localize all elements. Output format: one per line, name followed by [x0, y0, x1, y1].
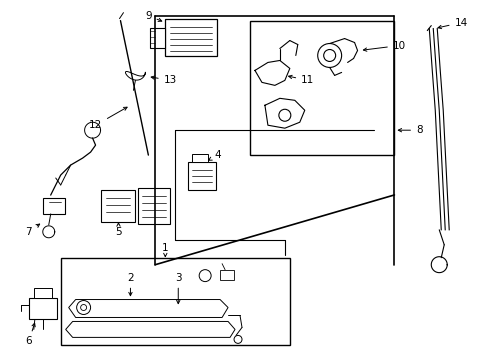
- Text: 14: 14: [437, 18, 467, 29]
- Text: 8: 8: [397, 125, 422, 135]
- Bar: [249, 21, 394, 155]
- Bar: [29, 298, 57, 319]
- Bar: [220, 270, 234, 280]
- Text: 1: 1: [162, 243, 168, 257]
- Text: 7: 7: [25, 224, 40, 237]
- Text: 2: 2: [127, 273, 134, 296]
- Bar: [188, 162, 216, 190]
- Text: 3: 3: [175, 273, 181, 303]
- Text: 13: 13: [151, 75, 177, 85]
- Bar: [192, 154, 208, 162]
- Circle shape: [323, 50, 335, 62]
- Text: 10: 10: [363, 41, 405, 51]
- Circle shape: [81, 305, 86, 310]
- Bar: [138, 188, 170, 224]
- Text: 12: 12: [89, 107, 127, 130]
- Bar: [42, 198, 64, 214]
- Bar: [150, 28, 165, 48]
- Bar: [101, 190, 135, 222]
- Text: 9: 9: [145, 11, 162, 21]
- Circle shape: [234, 336, 242, 343]
- Polygon shape: [65, 321, 235, 337]
- Circle shape: [199, 270, 211, 282]
- Circle shape: [317, 44, 341, 67]
- Circle shape: [77, 301, 90, 315]
- Text: 6: 6: [25, 323, 35, 346]
- Text: 11: 11: [288, 75, 314, 85]
- Circle shape: [278, 109, 290, 121]
- Bar: [61, 258, 289, 345]
- Text: 4: 4: [208, 150, 221, 160]
- Polygon shape: [68, 300, 227, 318]
- Text: 5: 5: [115, 223, 122, 237]
- Bar: [34, 288, 52, 298]
- Bar: [165, 19, 217, 57]
